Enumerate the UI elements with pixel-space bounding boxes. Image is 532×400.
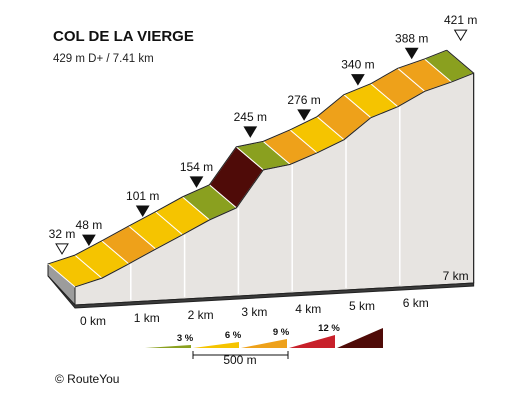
elevation-marker-icon [297, 109, 311, 121]
elevation-marker-icon [453, 29, 468, 42]
elevation-marker-icon [404, 47, 419, 60]
chart-title: COL DE LA VIERGE [53, 28, 194, 45]
elevation-markers: 32 m48 m 101 m 154 m 245 m 276 m 340 m 388 m 42… [49, 13, 477, 255]
legend-swatch [241, 339, 287, 348]
legend-grade-label: 9 % [273, 327, 290, 338]
elevation-label: 388 m [395, 31, 428, 45]
profile-end-edge [446, 49, 475, 283]
km-tick-label: 0 km [80, 314, 106, 328]
km-tick-label: 7 km [443, 269, 469, 283]
elevation-label: 32 m [49, 227, 76, 241]
km-tick-label: 6 km [403, 296, 429, 310]
elevation-label: 154 m [180, 160, 213, 174]
scale-bar-label: 500 m [223, 353, 256, 367]
km-tick-label: 1 km [134, 311, 160, 325]
km-tick-label: 4 km [295, 302, 321, 316]
legend-swatch [145, 345, 191, 348]
elevation-label: 101 m [126, 189, 159, 203]
elevation-marker-icon [135, 205, 150, 217]
elevation-marker-icon [55, 243, 69, 255]
km-tick-label: 3 km [241, 305, 267, 319]
elevation-marker-icon [82, 234, 96, 247]
profile-base-floor [47, 275, 475, 309]
elevation-marker-icon [351, 74, 365, 86]
elevation-label: 340 m [341, 58, 374, 72]
legend-swatch [193, 342, 239, 348]
km-tick-label: 5 km [349, 299, 375, 313]
copyright-text: © RouteYou [55, 372, 119, 386]
elevation-label: 276 m [287, 93, 320, 107]
profile-back-edge [74, 72, 474, 288]
elevation-label: 48 m [76, 218, 103, 232]
elevation-label: 421 m [444, 13, 477, 27]
legend-swatch [289, 335, 335, 348]
legend-swatch [337, 328, 383, 348]
chart-subtitle: 429 m D+ / 7.41 km [53, 53, 154, 65]
gradient-legend: 3 % 6 % 9 % 12 % 500 m [145, 323, 383, 367]
elevation-marker-icon [189, 176, 204, 188]
legend-grade-label: 3 % [177, 333, 194, 344]
legend-grade-label: 6 % [225, 330, 242, 341]
km-axis: 0 km 1 km 2 km 3 km 4 km 5 km 6 km 7 km [80, 106, 469, 328]
profile-surface [46, 49, 475, 288]
elevation-label: 245 m [234, 110, 267, 124]
elevation-marker-icon [243, 126, 258, 138]
legend-grade-label: 12 % [318, 323, 340, 334]
profile-front-edge [47, 49, 447, 265]
km-tick-label: 2 km [188, 308, 214, 322]
